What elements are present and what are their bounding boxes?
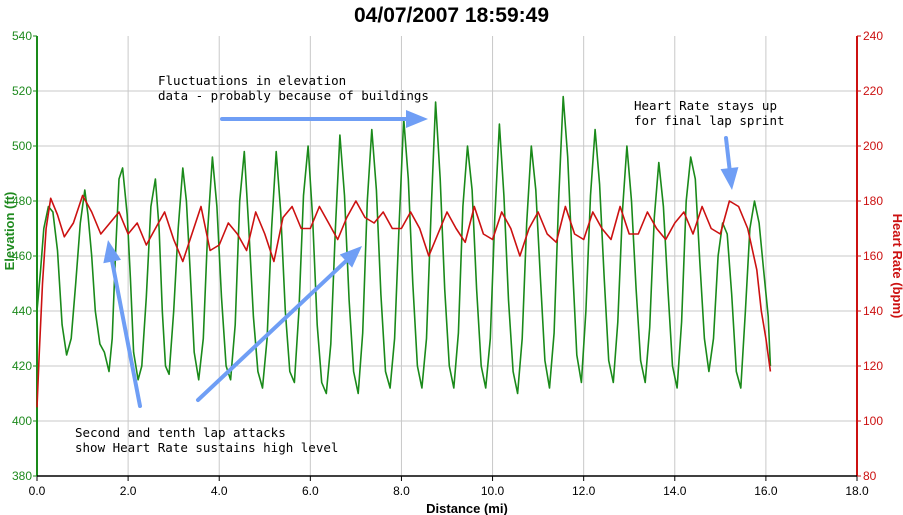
x-tick-label: 18.0	[845, 484, 869, 498]
annotation-text: Heart Rate stays up	[634, 98, 777, 113]
y-right-tick-label: 160	[863, 249, 883, 263]
grid	[37, 36, 857, 476]
y-right-tick-label: 220	[863, 84, 883, 98]
axis-labels: Distance (mi) Elevation (ft) Heart Rate (b…	[2, 192, 903, 515]
annotation-text: show Heart Rate sustains high level	[75, 440, 338, 455]
annotation-arrows	[103, 110, 739, 408]
annotation-text: data - probably because of buildings	[158, 88, 429, 103]
y-left-tick-label: 380	[12, 469, 32, 483]
y-left-tick-label: 420	[12, 359, 32, 373]
y-left-tick-label: 520	[12, 84, 32, 98]
arrow-shaft	[724, 136, 732, 171]
arrow-head	[720, 167, 739, 190]
annotation-text: for final lap sprint	[634, 113, 785, 128]
arrow-head	[406, 110, 428, 128]
annotation-arrow	[720, 136, 739, 190]
arrow-shaft	[196, 259, 348, 402]
arrow-head	[103, 240, 122, 264]
x-tick-label: 2.0	[120, 484, 137, 498]
y-right-tick-label: 180	[863, 194, 883, 208]
y-right-tick-label: 120	[863, 359, 883, 373]
arrow-head	[339, 246, 362, 268]
x-axis-label: Distance (mi)	[426, 501, 508, 515]
arrow-shaft	[110, 259, 142, 408]
x-tick-label: 4.0	[211, 484, 228, 498]
x-tick-label: 16.0	[754, 484, 778, 498]
y-left-tick-label: 480	[12, 194, 32, 208]
annotation-arrow	[103, 240, 142, 408]
x-tick-label: 10.0	[481, 484, 505, 498]
y-right-tick-label: 240	[863, 29, 883, 43]
y-right-tick-label: 140	[863, 304, 883, 318]
annotation-text: Second and tenth lap attacks	[75, 425, 286, 440]
chart-title: 04/07/2007 18:59:49	[354, 4, 549, 27]
heart-rate-line	[36, 194, 772, 408]
annotation-arrow	[220, 110, 428, 128]
x-tick-label: 12.0	[572, 484, 596, 498]
x-tick-label: 8.0	[393, 484, 410, 498]
tick-labels: 0.0 2.0 4.0 6.0 8.0 10.0 12.0 14.0 16.0 18.0 380 40…	[12, 29, 883, 498]
series-lines	[36, 95, 772, 408]
y-left-tick-label: 540	[12, 29, 32, 43]
x-tick-label: 6.0	[302, 484, 319, 498]
y-right-tick-label: 200	[863, 139, 883, 153]
elevation-line	[36, 95, 772, 395]
y-right-tick-label: 80	[863, 469, 877, 483]
x-tick-label: 0.0	[29, 484, 46, 498]
y-left-axis-label: Elevation (ft)	[2, 192, 17, 271]
annotation-text: Fluctuations in elevation	[158, 73, 346, 88]
y-left-tick-label: 500	[12, 139, 32, 153]
annotation-arrow	[196, 246, 362, 402]
y-right-tick-label: 100	[863, 414, 883, 428]
y-left-tick-label: 460	[12, 249, 32, 263]
y-left-tick-label: 400	[12, 414, 32, 428]
y-left-tick-label: 440	[12, 304, 32, 318]
y-right-axis-label: Heart Rate (bpm)	[890, 214, 903, 319]
x-tick-label: 14.0	[663, 484, 687, 498]
